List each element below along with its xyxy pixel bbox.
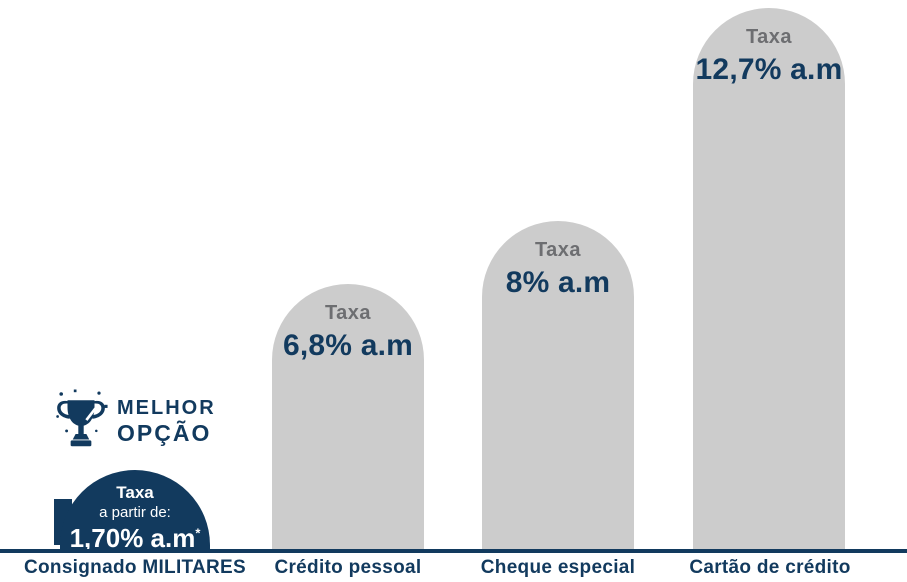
baseline-axis	[0, 549, 907, 553]
bar-taxa-label: Taxa	[534, 239, 582, 261]
bar-qualifier-label: a partir de:	[99, 504, 171, 521]
bar-rate-value: 8% a.m	[505, 266, 611, 299]
bar-cartao-de-credito: Taxa 12,7% a.m	[693, 8, 845, 549]
bar-taxa-label: Taxa	[116, 483, 154, 502]
bar-rate-value: 6,8% a.m	[282, 329, 413, 362]
category-label-credito-pessoal: Crédito pessoal	[274, 557, 422, 578]
bar-credito-pessoal: Taxa 6,8% a.m	[272, 284, 424, 549]
bar-taxa-label: Taxa	[745, 26, 793, 48]
category-label-consignado-militares: Consignado MILITARES	[23, 557, 247, 578]
best-option-line2: OPÇÃO	[117, 419, 212, 446]
category-label-cartao-de-credito: Cartão de crédito	[689, 557, 851, 578]
bar-rate-value: 12,7% a.m	[695, 53, 843, 86]
rate-asterisk: *	[195, 525, 201, 541]
trophy-icon	[56, 389, 108, 447]
best-option-line1: MELHOR	[117, 396, 216, 419]
rate-text: 1,70% a.m	[69, 523, 196, 553]
bar-rate-value: 1,70% a.m*	[60, 523, 210, 554]
bar-consignado-militares: Taxa a partir de: 1,70% a.m*	[60, 470, 210, 553]
best-option-badge: MELHOR OPÇÃO	[54, 388, 216, 454]
category-label-cheque-especial: Cheque especial	[480, 557, 636, 578]
bar-cheque-especial: Taxa 8% a.m	[482, 221, 634, 549]
bar-taxa-label: Taxa	[324, 302, 372, 324]
best-option-label: MELHOR OPÇÃO	[117, 397, 216, 446]
